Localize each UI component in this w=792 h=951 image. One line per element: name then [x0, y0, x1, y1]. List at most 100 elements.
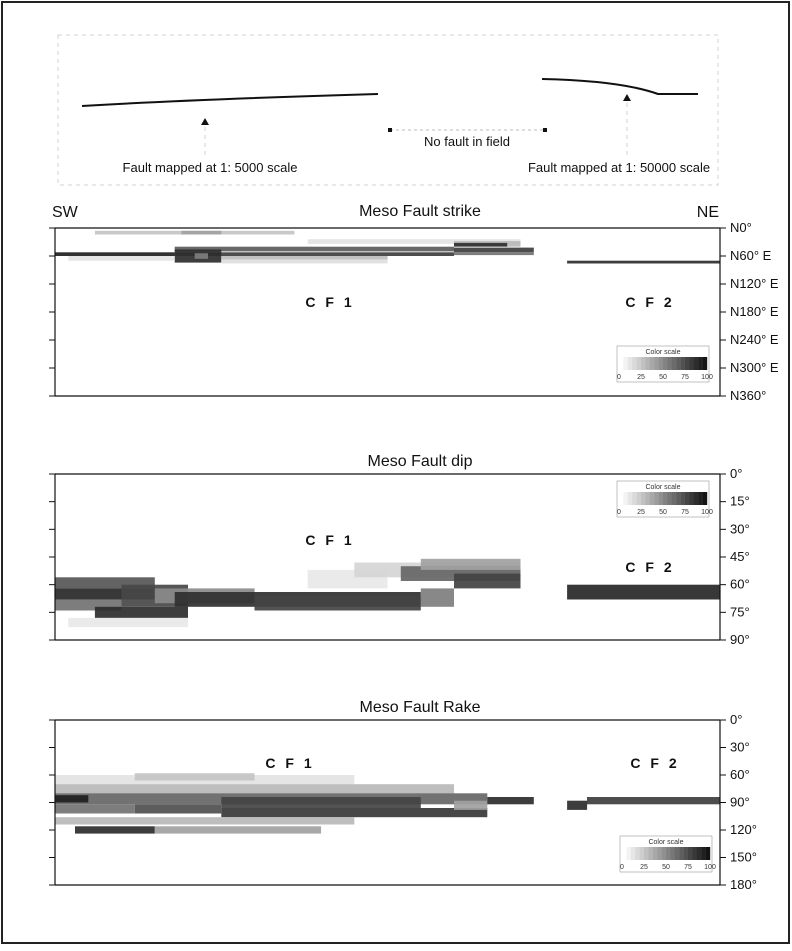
rake-cell-9 [55, 817, 355, 825]
dip-scale-step-9 [658, 492, 664, 505]
rake-cell-5 [55, 795, 89, 803]
dip-tick-label-5: 75° [730, 604, 750, 619]
strike-scale-step-14 [680, 357, 686, 370]
strike-scale-title: Color scale [645, 349, 680, 356]
rake-scale-step-2 [630, 847, 636, 860]
rake-scale-step-1 [626, 847, 631, 860]
strike-cell-8 [174, 252, 454, 256]
dip-cell-6 [55, 588, 155, 600]
dip-scale-step-13 [676, 492, 681, 505]
strike-scale-tick-1: 25 [637, 374, 645, 381]
rake-scale-step-14 [683, 847, 689, 860]
dip-scale-step-11 [667, 492, 672, 505]
strike-cell-15 [567, 260, 720, 264]
rake-cell-2 [55, 784, 454, 794]
rake-cell-1 [134, 773, 255, 781]
strike-scale-tick-2: 50 [659, 374, 667, 381]
no-fault-end-left [388, 128, 392, 132]
strike-scale-step-1 [623, 357, 628, 370]
dip-scale-step-3 [632, 492, 637, 505]
strike-cf2-label: C F 2 [625, 294, 674, 310]
rake-tick-label-6: 180° [730, 877, 757, 892]
dip-scale-step-4 [636, 492, 642, 505]
dip-scale-step-1 [623, 492, 628, 505]
strike-scale-step-19 [702, 357, 708, 370]
strike-scale-step-13 [676, 357, 681, 370]
marker-triangle-right [623, 94, 631, 101]
strike-cell-12 [221, 256, 388, 260]
rake-cell-13 [487, 797, 534, 805]
dip-tick-label-4: 60° [730, 577, 750, 592]
middle-caption: No fault in field [424, 134, 510, 149]
strike-cell-6 [454, 247, 534, 253]
rake-scale-step-6 [648, 847, 653, 860]
strike-panel: Meso Fault strike N0° N60° E N120° E N180° … [49, 203, 779, 403]
left-caption: Fault mapped at 1: 5000 scale [123, 160, 298, 175]
rake-scale-step-5 [644, 847, 649, 860]
dip-scale-title: Color scale [645, 484, 680, 491]
rake-scale-step-19 [705, 847, 711, 860]
rake-scale-step-0 [622, 847, 627, 860]
dip-cell-3 [420, 558, 521, 570]
strike-tick-label-5: N300° E [730, 360, 779, 375]
dip-cell-11 [254, 595, 421, 611]
dip-cell-15 [567, 584, 720, 600]
dip-scale-step-17 [693, 492, 699, 505]
dip-ticks: 0° 15° 30° 45° 60° 75° 90° [49, 466, 750, 647]
strike-tick-label-4: N240° E [730, 332, 779, 347]
strike-cell-11 [194, 253, 208, 259]
dip-scale-step-18 [698, 492, 703, 505]
rake-cell-14 [567, 800, 588, 810]
rake-tick-label-2: 60° [730, 767, 750, 782]
rake-cells [55, 773, 720, 834]
rake-scale-tick-0: 0 [620, 864, 624, 871]
strike-cell-13 [68, 256, 175, 261]
strike-cell-5 [174, 246, 454, 252]
ne-label: NE [697, 204, 719, 221]
dip-cells [55, 558, 720, 628]
marker-triangle-left [201, 118, 209, 125]
rake-cf1-label: C F 1 [265, 755, 314, 771]
dip-scale-step-6 [645, 492, 650, 505]
strike-scale-step-3 [632, 357, 637, 370]
dip-title: Meso Fault dip [368, 453, 473, 470]
strike-scale-step-5 [641, 357, 646, 370]
dip-scale-step-5 [641, 492, 646, 505]
rake-color-scale: Color scale 0 25 50 75 100 [619, 835, 716, 873]
strike-scale-step-10 [663, 357, 668, 370]
rake-scale-step-3 [635, 847, 640, 860]
strike-scale-step-8 [654, 357, 659, 370]
rake-title: Meso Fault Rake [360, 699, 481, 716]
strike-cell-4 [454, 242, 508, 247]
strike-tick-label-6: N360° [730, 388, 766, 403]
dip-scale-tick-1: 25 [637, 509, 645, 516]
strike-scale-step-0 [619, 357, 624, 370]
rake-scale-step-11 [670, 847, 675, 860]
rake-scale-step-15 [688, 847, 693, 860]
dip-scale-tick-4: 100 [701, 509, 713, 516]
dip-color-scale: Color scale 0 25 50 75 100 [616, 480, 713, 518]
rake-scale-step-13 [679, 847, 684, 860]
dip-cell-4 [454, 573, 521, 589]
rake-scale-step-12 [674, 847, 680, 860]
strike-tick-label-0: N0° [730, 220, 752, 235]
rake-scale-step-7 [652, 847, 658, 860]
dip-cell-5 [55, 577, 155, 589]
fault-trace-right [541, 78, 698, 95]
strike-cell-7 [55, 252, 175, 256]
dip-scale-tick-3: 75 [681, 509, 689, 516]
rake-cf2-label: C F 2 [630, 755, 679, 771]
dip-scale-step-8 [654, 492, 659, 505]
strike-scale-step-2 [627, 357, 633, 370]
rake-scale-title: Color scale [648, 839, 683, 846]
dip-tick-label-6: 90° [730, 632, 750, 647]
strike-ticks: N0° N60° E N120° E N180° E N240° E N300° E N36… [49, 220, 779, 403]
strike-tick-label-3: N180° E [730, 304, 779, 319]
no-fault-end-right [543, 128, 547, 132]
dip-cell-12 [420, 588, 454, 607]
rake-scale-step-9 [661, 847, 667, 860]
dip-tick-label-2: 30° [730, 521, 750, 536]
